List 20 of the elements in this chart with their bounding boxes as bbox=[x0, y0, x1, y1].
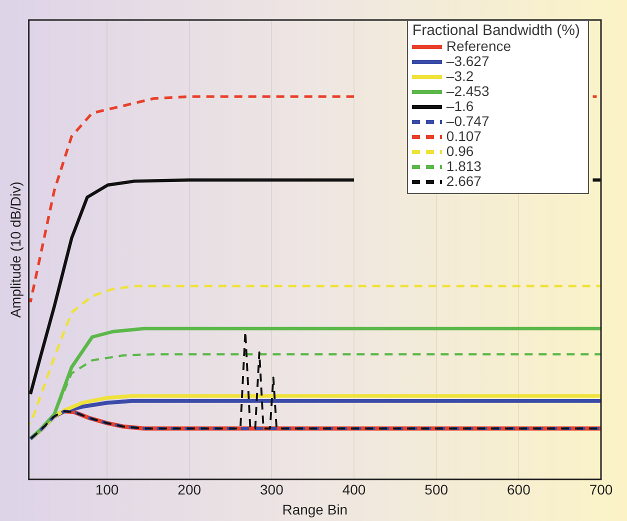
legend-label: –2.453 bbox=[446, 83, 490, 99]
x-axis-title: Range Bin bbox=[282, 501, 348, 518]
x-tick-label: 600 bbox=[506, 482, 531, 498]
x-tick-label: 300 bbox=[260, 482, 284, 498]
legend-label: 0.96 bbox=[446, 143, 474, 159]
legend-label: 0.107 bbox=[446, 128, 482, 144]
x-tick-label: 400 bbox=[342, 482, 366, 498]
legend-label: 2.667 bbox=[446, 173, 482, 189]
legend-label: –3.627 bbox=[446, 53, 490, 69]
legend-label: –1.6 bbox=[446, 98, 474, 114]
legend-title: Fractional Bandwidth (%) bbox=[412, 22, 580, 39]
x-tick-label: 100 bbox=[95, 482, 119, 498]
x-tick-label: 500 bbox=[424, 482, 448, 498]
y-axis-title: Amplitude (10 dB/Div) bbox=[7, 182, 24, 318]
legend-label: Reference bbox=[446, 38, 512, 54]
legend-label: –0.747 bbox=[446, 113, 490, 129]
legend-label: –3.2 bbox=[446, 68, 474, 84]
legend-label: 1.813 bbox=[446, 158, 482, 174]
x-tick-label: 700 bbox=[589, 482, 613, 498]
x-tick-label: 200 bbox=[178, 482, 202, 498]
